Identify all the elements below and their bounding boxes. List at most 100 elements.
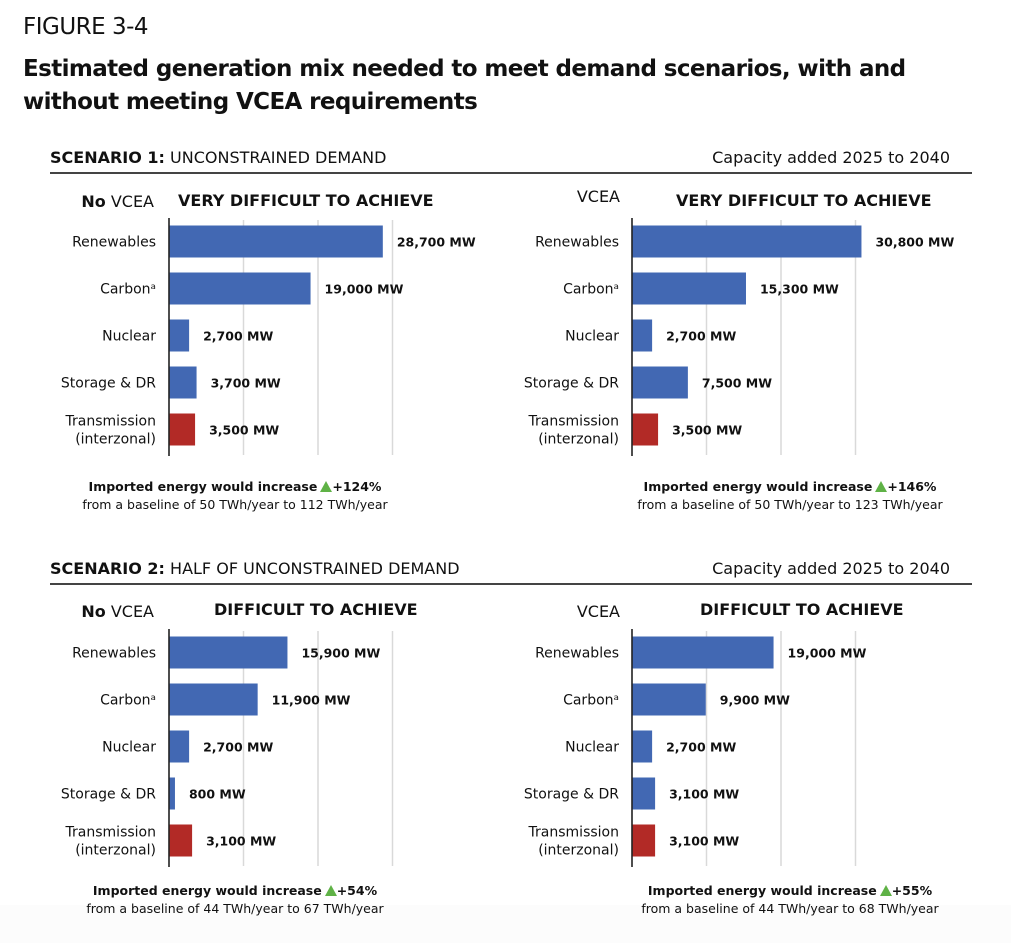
bar-storage-dr — [169, 777, 175, 810]
panel-s2-no-vcea: No VCEA DIFFICULT TO ACHIEVE 15,900 MW Re… — [0, 0, 460, 916]
bar-renewables — [169, 225, 383, 258]
data-label: 11,900 MW — [272, 693, 351, 708]
bar-transmission — [169, 413, 196, 446]
data-label: 3,500 MW — [209, 423, 279, 438]
category-label: Transmission — [528, 414, 619, 430]
bar-carbon — [169, 683, 258, 716]
import-note-text: Imported energy would increase — [647, 883, 877, 898]
scenario-2-title: SCENARIO 2: HALF OF UNCONSTRAINED DEMAND — [50, 559, 460, 578]
increase-triangle-icon — [324, 885, 337, 896]
category-label: Renewables — [535, 235, 619, 251]
import-increase-percent: +124% — [332, 479, 382, 494]
category-label: Carbonᵃ — [563, 693, 619, 709]
scenario-2-description: HALF OF UNCONSTRAINED DEMAND — [164, 559, 460, 578]
data-label: 30,800 MW — [875, 235, 954, 250]
import-note: Imported energy would increase +146% from… — [580, 478, 1000, 514]
import-note-line2: from a baseline of 44 TWh/year to 68 TWh… — [641, 901, 939, 916]
category-label: (interzonal) — [75, 843, 156, 859]
import-note-line2: from a baseline of 44 TWh/year to 67 TWh… — [86, 901, 384, 916]
bar-nuclear — [169, 319, 190, 352]
vcea-label: No VCEA — [44, 192, 154, 211]
data-label: 9,900 MW — [720, 693, 790, 708]
vcea-label-bold: No — [81, 602, 106, 621]
import-note-line1: Imported energy would increase +146% — [580, 478, 1000, 496]
figure-label: FIGURE 3-4 — [23, 14, 149, 40]
category-label: Carbonᵃ — [563, 282, 619, 298]
bar-carbon — [632, 683, 706, 716]
bar-nuclear — [632, 319, 653, 352]
import-note-line1: Imported energy would increase +54% — [25, 882, 445, 900]
data-label: 15,900 MW — [301, 646, 380, 661]
category-label: Renewables — [535, 646, 619, 662]
import-note-line2: from a baseline of 50 TWh/year to 112 TW… — [82, 497, 388, 512]
panel-s1-vcea: VCEA VERY DIFFICULT TO ACHIEVE 30,800 MW… — [0, 0, 955, 512]
import-note: Imported energy would increase +55% from … — [580, 882, 1000, 918]
import-increase-percent: +146% — [887, 479, 937, 494]
category-label: (interzonal) — [538, 432, 619, 448]
vcea-label-bold: No — [81, 192, 106, 211]
import-note-line1: Imported energy would increase +55% — [580, 882, 1000, 900]
bar-storage-dr — [169, 366, 197, 399]
import-increase-percent: +55% — [891, 883, 933, 898]
panel-s1-no-vcea: No VCEA VERY DIFFICULT TO ACHIEVE 28,700… — [0, 0, 476, 512]
data-label: 2,700 MW — [666, 740, 736, 755]
bar-transmission — [632, 413, 659, 446]
vcea-label-text: VCEA — [105, 192, 154, 211]
bar-transmission — [632, 824, 656, 857]
data-label: 3,100 MW — [669, 834, 739, 849]
category-label: Nuclear — [565, 329, 619, 345]
category-label: Storage & DR — [61, 376, 156, 392]
difficulty-rating: DIFFICULT TO ACHIEVE — [700, 600, 904, 619]
category-label: (interzonal) — [75, 432, 156, 448]
category-label: Carbonᵃ — [100, 282, 156, 298]
import-note: Imported energy would increase +54% from … — [25, 882, 445, 918]
category-label: Transmission — [528, 825, 619, 841]
data-label: 3,500 MW — [672, 423, 742, 438]
data-label: 800 MW — [189, 787, 246, 802]
scenario-1-title: SCENARIO 1: UNCONSTRAINED DEMAND — [50, 148, 386, 167]
category-label: Nuclear — [565, 740, 619, 756]
data-label: 19,000 MW — [788, 646, 867, 661]
category-label: Nuclear — [102, 329, 156, 345]
scenario-1-capacity-note: Capacity added 2025 to 2040 — [712, 148, 950, 167]
bar-renewables — [632, 636, 774, 669]
category-label: Storage & DR — [524, 376, 619, 392]
bar-transmission — [169, 824, 193, 857]
figure-title: Estimated generation mix needed to meet … — [23, 56, 906, 115]
bar-renewables — [169, 636, 288, 669]
bar-storage-dr — [632, 366, 688, 399]
difficulty-rating: VERY DIFFICULT TO ACHIEVE — [676, 191, 932, 210]
panel-s2-vcea: VCEA DIFFICULT TO ACHIEVE 19,000 MW Renew… — [0, 0, 939, 916]
category-label: (interzonal) — [538, 843, 619, 859]
import-note-text: Imported energy would increase — [88, 479, 318, 494]
data-label: 19,000 MW — [325, 282, 404, 297]
scenario-1-description: UNCONSTRAINED DEMAND — [164, 148, 387, 167]
import-note-text: Imported energy would increase — [92, 883, 322, 898]
scenario-1-label: SCENARIO 1: — [50, 148, 165, 167]
difficulty-rating: VERY DIFFICULT TO ACHIEVE — [178, 191, 434, 210]
bar-carbon — [632, 272, 746, 305]
scenario-2-capacity-note: Capacity added 2025 to 2040 — [712, 559, 950, 578]
data-label: 2,700 MW — [203, 329, 273, 344]
scenario-2-header: SCENARIO 2: HALF OF UNCONSTRAINED DEMAND… — [50, 559, 972, 585]
bar-nuclear — [632, 730, 653, 763]
import-increase-percent: +54% — [336, 883, 378, 898]
bar-renewables — [632, 225, 862, 258]
difficulty-rating: DIFFICULT TO ACHIEVE — [214, 600, 418, 619]
category-label: Storage & DR — [61, 787, 156, 803]
vcea-label: No VCEA — [44, 602, 154, 621]
category-label: Carbonᵃ — [100, 693, 156, 709]
data-label: 3,100 MW — [206, 834, 276, 849]
category-label: Transmission — [65, 414, 156, 430]
data-label: 3,100 MW — [669, 787, 739, 802]
category-label: Storage & DR — [524, 787, 619, 803]
scenario-1-header: SCENARIO 1: UNCONSTRAINED DEMAND Capacit… — [50, 148, 972, 174]
increase-triangle-icon — [320, 481, 333, 492]
increase-triangle-icon — [875, 481, 888, 492]
scenario-2-label: SCENARIO 2: — [50, 559, 165, 578]
category-label: Transmission — [65, 825, 156, 841]
